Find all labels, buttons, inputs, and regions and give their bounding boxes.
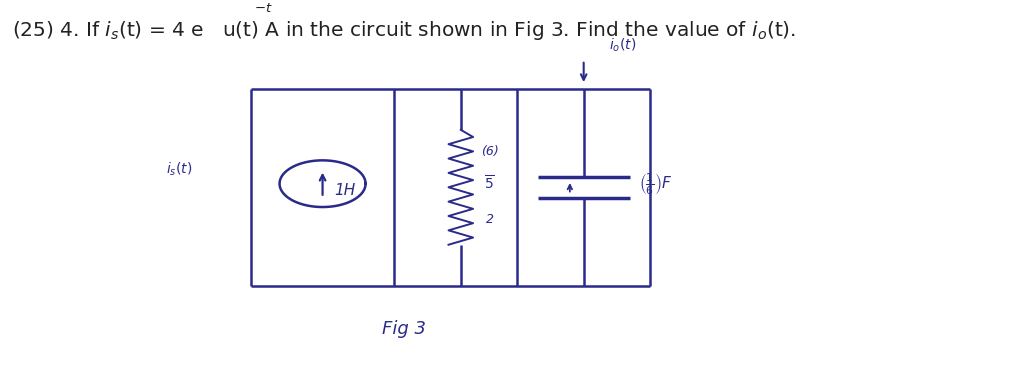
Text: $\overline{5}$: $\overline{5}$ xyxy=(484,174,495,193)
Text: $i_s(t)$: $i_s(t)$ xyxy=(166,161,193,178)
Text: $\left(\frac{1}{6}\right)$F: $\left(\frac{1}{6}\right)$F xyxy=(639,171,672,197)
Text: (6): (6) xyxy=(480,145,499,158)
Text: Fig 3: Fig 3 xyxy=(383,320,426,338)
Text: (25) 4. If $i_s$(t) = 4 e   u(t) A in the circuit shown in Fig 3. Find the value: (25) 4. If $i_s$(t) = 4 e u(t) A in the … xyxy=(12,19,797,42)
Text: 2: 2 xyxy=(485,213,494,226)
Text: $-t$: $-t$ xyxy=(254,2,272,15)
Text: 1H: 1H xyxy=(335,183,355,198)
Text: $i_o(t)$: $i_o(t)$ xyxy=(609,37,637,54)
